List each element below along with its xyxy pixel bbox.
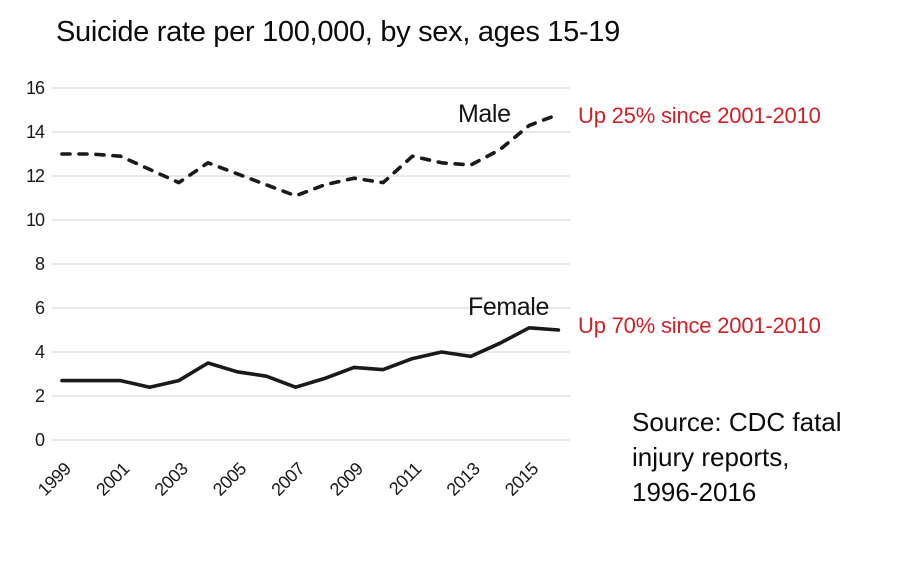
source-line: injury reports, bbox=[632, 442, 790, 472]
y-tick-label: 14 bbox=[26, 122, 45, 142]
source-line: Source: CDC fatal bbox=[632, 407, 842, 437]
y-tick-label: 2 bbox=[35, 386, 45, 406]
x-tick-label: 2015 bbox=[501, 458, 542, 499]
female-annotation: Up 70% since 2001-2010 bbox=[578, 313, 821, 338]
male-series-label: Male bbox=[458, 100, 511, 128]
x-tick-label: 2009 bbox=[326, 458, 367, 499]
y-tick-label: 16 bbox=[26, 78, 45, 98]
x-tick-label: 2001 bbox=[92, 458, 133, 499]
male-annotation: Up 25% since 2001-2010 bbox=[578, 103, 821, 128]
y-tick-label: 8 bbox=[35, 254, 45, 274]
y-tick-label: 6 bbox=[35, 298, 45, 318]
x-tick-label: 2013 bbox=[443, 458, 484, 499]
x-tick-label: 1999 bbox=[34, 458, 75, 499]
y-tick-label: 12 bbox=[26, 166, 45, 186]
source-line: 1996-2016 bbox=[632, 477, 757, 507]
female-series-line bbox=[60, 325, 561, 390]
y-tick-label: 0 bbox=[35, 430, 45, 450]
male-series-line bbox=[60, 112, 561, 198]
female-series-label: Female bbox=[468, 293, 549, 321]
x-tick-label: 2003 bbox=[151, 458, 192, 499]
chart-title: Suicide rate per 100,000, by sex, ages 1… bbox=[56, 16, 620, 48]
y-tick-label: 10 bbox=[26, 210, 45, 230]
source-note: Source: CDC fatal injury reports, 1996-2… bbox=[632, 405, 842, 510]
x-tick-label: 2011 bbox=[385, 458, 425, 498]
x-tick-label: 2005 bbox=[209, 458, 250, 499]
x-tick-label: 2007 bbox=[267, 458, 308, 499]
y-tick-label: 4 bbox=[35, 342, 45, 362]
